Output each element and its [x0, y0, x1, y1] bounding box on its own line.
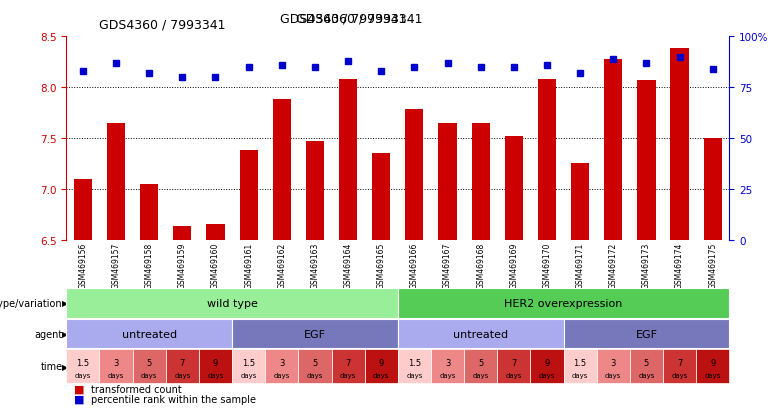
Text: days: days — [704, 372, 721, 378]
Text: 9: 9 — [710, 358, 715, 367]
Text: days: days — [373, 372, 389, 378]
Text: days: days — [307, 372, 323, 378]
Text: GSM469168: GSM469168 — [476, 242, 485, 288]
Bar — [372, 154, 390, 240]
Text: GSM469173: GSM469173 — [642, 242, 651, 289]
Text: 3: 3 — [611, 358, 616, 367]
Bar — [538, 80, 556, 240]
Text: GSM469161: GSM469161 — [244, 242, 254, 288]
Bar — [239, 151, 257, 240]
Bar — [704, 139, 722, 240]
Bar — [107, 123, 125, 240]
Text: untreated: untreated — [122, 329, 177, 339]
Text: days: days — [572, 372, 588, 378]
Bar — [140, 184, 158, 240]
Text: 3: 3 — [113, 358, 119, 367]
Text: 1.5: 1.5 — [408, 358, 421, 367]
Text: 9: 9 — [378, 358, 384, 367]
Text: days: days — [141, 372, 158, 378]
Bar — [306, 142, 324, 240]
Text: days: days — [406, 372, 423, 378]
Text: 1.5: 1.5 — [76, 358, 90, 367]
Text: 5: 5 — [644, 358, 649, 367]
Bar — [472, 123, 490, 240]
Text: days: days — [274, 372, 290, 378]
Text: EGF: EGF — [636, 329, 658, 339]
Text: 3: 3 — [279, 358, 285, 367]
Text: days: days — [605, 372, 622, 378]
Text: GDS4360 / 7993341: GDS4360 / 7993341 — [100, 19, 226, 32]
Text: 1.5: 1.5 — [573, 358, 587, 367]
Bar — [505, 137, 523, 240]
Text: GSM469159: GSM469159 — [178, 242, 187, 289]
Text: HER2 overexpression: HER2 overexpression — [505, 298, 622, 308]
Bar — [604, 59, 622, 240]
Text: GDS4360 / 7993341: GDS4360 / 7993341 — [296, 12, 422, 25]
Text: GSM469162: GSM469162 — [277, 242, 286, 288]
Bar — [273, 100, 291, 240]
Text: GSM469169: GSM469169 — [509, 242, 519, 289]
Text: 7: 7 — [346, 358, 351, 367]
Text: days: days — [174, 372, 190, 378]
Text: days: days — [340, 372, 356, 378]
Text: GSM469172: GSM469172 — [608, 242, 618, 288]
Bar — [438, 123, 456, 240]
Bar — [173, 227, 191, 240]
Text: ■: ■ — [74, 394, 84, 404]
Text: ▶: ▶ — [62, 299, 69, 308]
Text: wild type: wild type — [207, 298, 257, 308]
Text: 7: 7 — [179, 358, 185, 367]
Text: GSM469157: GSM469157 — [112, 242, 121, 289]
Text: 3: 3 — [445, 358, 450, 367]
Text: 7: 7 — [677, 358, 682, 367]
Text: transformed count: transformed count — [91, 384, 182, 394]
Text: days: days — [108, 372, 124, 378]
Text: days: days — [207, 372, 224, 378]
Text: ▶: ▶ — [62, 362, 69, 371]
Text: days: days — [473, 372, 489, 378]
Bar — [571, 164, 589, 240]
Text: 5: 5 — [312, 358, 317, 367]
Text: agent: agent — [34, 329, 62, 339]
Text: GSM469164: GSM469164 — [343, 242, 353, 289]
Text: 5: 5 — [147, 358, 152, 367]
Text: GSM469163: GSM469163 — [310, 242, 320, 289]
Text: GSM469174: GSM469174 — [675, 242, 684, 289]
Text: ▶: ▶ — [62, 329, 69, 338]
Text: GSM469158: GSM469158 — [144, 242, 154, 288]
Text: ■: ■ — [74, 384, 84, 394]
Text: 7: 7 — [511, 358, 516, 367]
Bar — [74, 179, 92, 240]
Text: days: days — [505, 372, 522, 378]
Bar — [671, 49, 689, 240]
Text: days: days — [439, 372, 456, 378]
Text: days: days — [672, 372, 688, 378]
Text: days: days — [240, 372, 257, 378]
Text: days: days — [539, 372, 555, 378]
Bar — [339, 80, 357, 240]
Bar — [406, 110, 424, 240]
Text: 5: 5 — [478, 358, 484, 367]
Text: 9: 9 — [544, 358, 550, 367]
Text: GSM469171: GSM469171 — [576, 242, 585, 288]
Text: 9: 9 — [213, 358, 218, 367]
Text: GDS4360 / 7993341: GDS4360 / 7993341 — [280, 12, 406, 25]
Text: GSM469166: GSM469166 — [410, 242, 419, 289]
Text: GSM469175: GSM469175 — [708, 242, 718, 289]
Text: GSM469156: GSM469156 — [78, 242, 87, 289]
Text: days: days — [638, 372, 654, 378]
Text: days: days — [75, 372, 91, 378]
Bar — [637, 81, 655, 240]
Text: untreated: untreated — [453, 329, 509, 339]
Text: GSM469167: GSM469167 — [443, 242, 452, 289]
Text: GSM469160: GSM469160 — [211, 242, 220, 289]
Text: GSM469170: GSM469170 — [542, 242, 551, 289]
Text: percentile rank within the sample: percentile rank within the sample — [91, 394, 257, 404]
Bar — [207, 225, 225, 240]
Text: time: time — [41, 361, 62, 371]
Text: GSM469165: GSM469165 — [377, 242, 386, 289]
Text: genotype/variation: genotype/variation — [0, 298, 62, 308]
Text: 1.5: 1.5 — [242, 358, 255, 367]
Text: EGF: EGF — [304, 329, 326, 339]
